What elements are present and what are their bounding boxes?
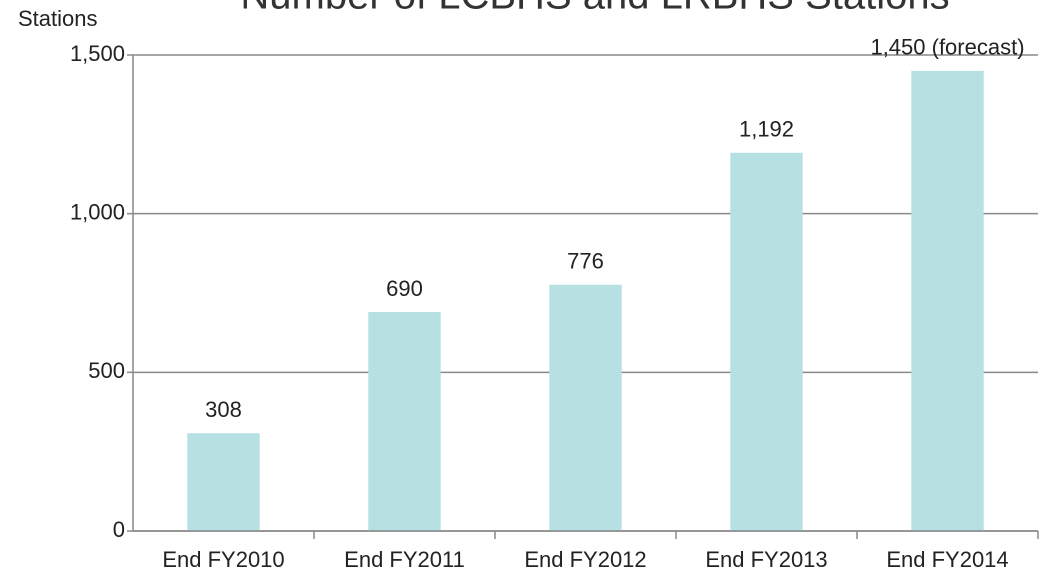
x-tick-label: End FY2012 [524, 547, 646, 572]
value-label: 690 [386, 276, 423, 301]
y-axis-label: Stations [18, 6, 98, 31]
chart-title: Number of LCBHS and LRBHS Stations [240, 0, 949, 18]
y-tick-label: 500 [88, 358, 125, 383]
bar [368, 312, 441, 531]
bar [549, 284, 622, 531]
x-tick-label: End FY2011 [344, 547, 465, 572]
x-tick-label: End FY2010 [162, 547, 284, 572]
y-tick-label: 1,000 [70, 199, 125, 224]
x-tick-label: End FY2013 [705, 547, 827, 572]
value-label: 1,192 [739, 117, 794, 142]
value-label: 308 [205, 397, 242, 422]
bar [187, 433, 260, 531]
value-label: 1,450 (forecast) [870, 35, 1024, 60]
bar [730, 152, 803, 532]
bar [911, 70, 984, 531]
y-tick-label: 1,500 [70, 41, 125, 66]
y-tick-label: 0 [113, 517, 125, 542]
value-label: 776 [567, 249, 604, 274]
x-tick-label: End FY2014 [886, 547, 1008, 572]
